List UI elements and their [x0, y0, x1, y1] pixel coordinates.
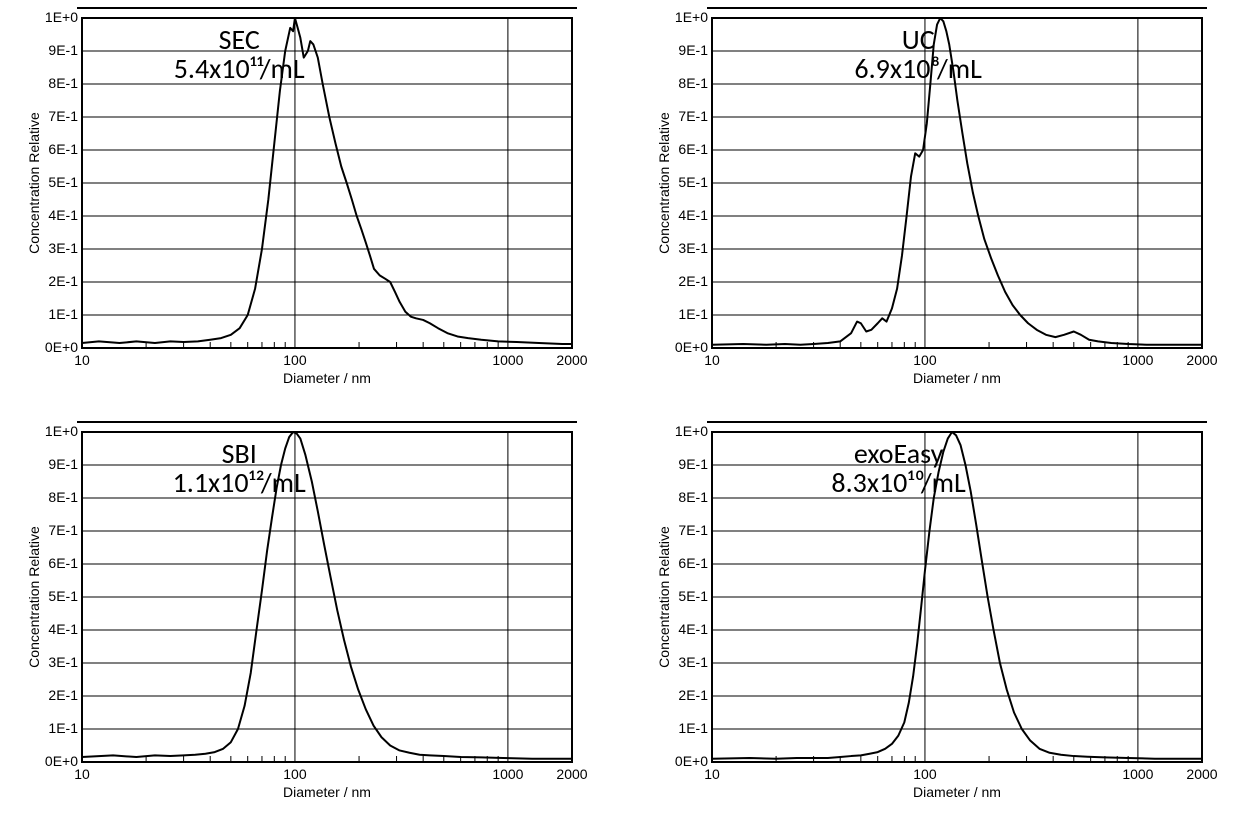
xtick-label: 1000: [1118, 766, 1158, 782]
curve-sec: [82, 18, 572, 344]
xtick-label: 100: [275, 352, 315, 368]
ytick-label: 8E-1: [48, 489, 78, 505]
xtick-label: 100: [905, 352, 945, 368]
xtick-label: 1000: [488, 352, 528, 368]
x-axis-title: Diameter / nm: [227, 784, 427, 800]
x-axis-title: Diameter / nm: [227, 370, 427, 386]
curve-exoeasy: [712, 432, 1202, 759]
ytick-label: 3E-1: [678, 240, 708, 256]
ytick-label: 5E-1: [48, 174, 78, 190]
ytick-label: 9E-1: [678, 42, 708, 58]
xtick-label: 10: [692, 766, 732, 782]
ytick-label: 8E-1: [678, 489, 708, 505]
panel-sbi: 0E+01E-12E-13E-14E-15E-16E-17E-18E-19E-1…: [10, 420, 585, 820]
y-axis-title: Concentration Relative: [26, 83, 42, 283]
x-axis-title: Diameter / nm: [857, 784, 1057, 800]
xtick-label: 2000: [1182, 766, 1222, 782]
ytick-label: 6E-1: [48, 141, 78, 157]
ytick-label: 5E-1: [678, 174, 708, 190]
ytick-label: 8E-1: [48, 75, 78, 91]
xtick-label: 1000: [1118, 352, 1158, 368]
xtick-label: 100: [275, 766, 315, 782]
ytick-label: 1E-1: [678, 306, 708, 322]
x-axis-title: Diameter / nm: [857, 370, 1057, 386]
panel-uc: 0E+01E-12E-13E-14E-15E-16E-17E-18E-19E-1…: [640, 6, 1215, 406]
ytick-label: 8E-1: [678, 75, 708, 91]
y-axis-title: Concentration Relative: [26, 497, 42, 697]
ytick-label: 3E-1: [678, 654, 708, 670]
xtick-label: 2000: [1182, 352, 1222, 368]
figure-root: 0E+01E-12E-13E-14E-15E-16E-17E-18E-19E-1…: [0, 0, 1239, 832]
ytick-label: 6E-1: [678, 555, 708, 571]
ytick-label: 2E-1: [48, 273, 78, 289]
ytick-label: 4E-1: [48, 621, 78, 637]
curve-sbi: [82, 432, 572, 759]
y-axis-title: Concentration Relative: [656, 497, 672, 697]
ytick-label: 4E-1: [678, 207, 708, 223]
plot-exoeasy: [640, 420, 1215, 820]
ytick-label: 3E-1: [48, 240, 78, 256]
xtick-label: 100: [905, 766, 945, 782]
ytick-label: 6E-1: [678, 141, 708, 157]
ytick-label: 4E-1: [678, 621, 708, 637]
panel-sec: 0E+01E-12E-13E-14E-15E-16E-17E-18E-19E-1…: [10, 6, 585, 406]
y-axis-title: Concentration Relative: [656, 83, 672, 283]
plot-uc: [640, 6, 1215, 406]
xtick-label: 10: [692, 352, 732, 368]
ytick-label: 1E-1: [48, 720, 78, 736]
ytick-label: 2E-1: [678, 273, 708, 289]
xtick-label: 10: [62, 352, 102, 368]
ytick-label: 1E+0: [45, 423, 78, 439]
ytick-label: 7E-1: [48, 108, 78, 124]
ytick-label: 7E-1: [48, 522, 78, 538]
panel-exoeasy: 0E+01E-12E-13E-14E-15E-16E-17E-18E-19E-1…: [640, 420, 1215, 820]
ytick-label: 5E-1: [678, 588, 708, 604]
ytick-label: 2E-1: [678, 687, 708, 703]
ytick-label: 5E-1: [48, 588, 78, 604]
ytick-label: 1E-1: [678, 720, 708, 736]
xtick-label: 1000: [488, 766, 528, 782]
ytick-label: 1E+0: [675, 423, 708, 439]
xtick-label: 10: [62, 766, 102, 782]
ytick-label: 1E+0: [675, 9, 708, 25]
xtick-label: 2000: [552, 766, 592, 782]
xtick-label: 2000: [552, 352, 592, 368]
ytick-label: 7E-1: [678, 108, 708, 124]
ytick-label: 1E+0: [45, 9, 78, 25]
ytick-label: 9E-1: [48, 42, 78, 58]
plot-sec: [10, 6, 585, 406]
ytick-label: 9E-1: [48, 456, 78, 472]
ytick-label: 9E-1: [678, 456, 708, 472]
ytick-label: 4E-1: [48, 207, 78, 223]
ytick-label: 2E-1: [48, 687, 78, 703]
ytick-label: 6E-1: [48, 555, 78, 571]
ytick-label: 1E-1: [48, 306, 78, 322]
plot-sbi: [10, 420, 585, 820]
curve-uc: [712, 18, 1202, 345]
ytick-label: 3E-1: [48, 654, 78, 670]
ytick-label: 7E-1: [678, 522, 708, 538]
